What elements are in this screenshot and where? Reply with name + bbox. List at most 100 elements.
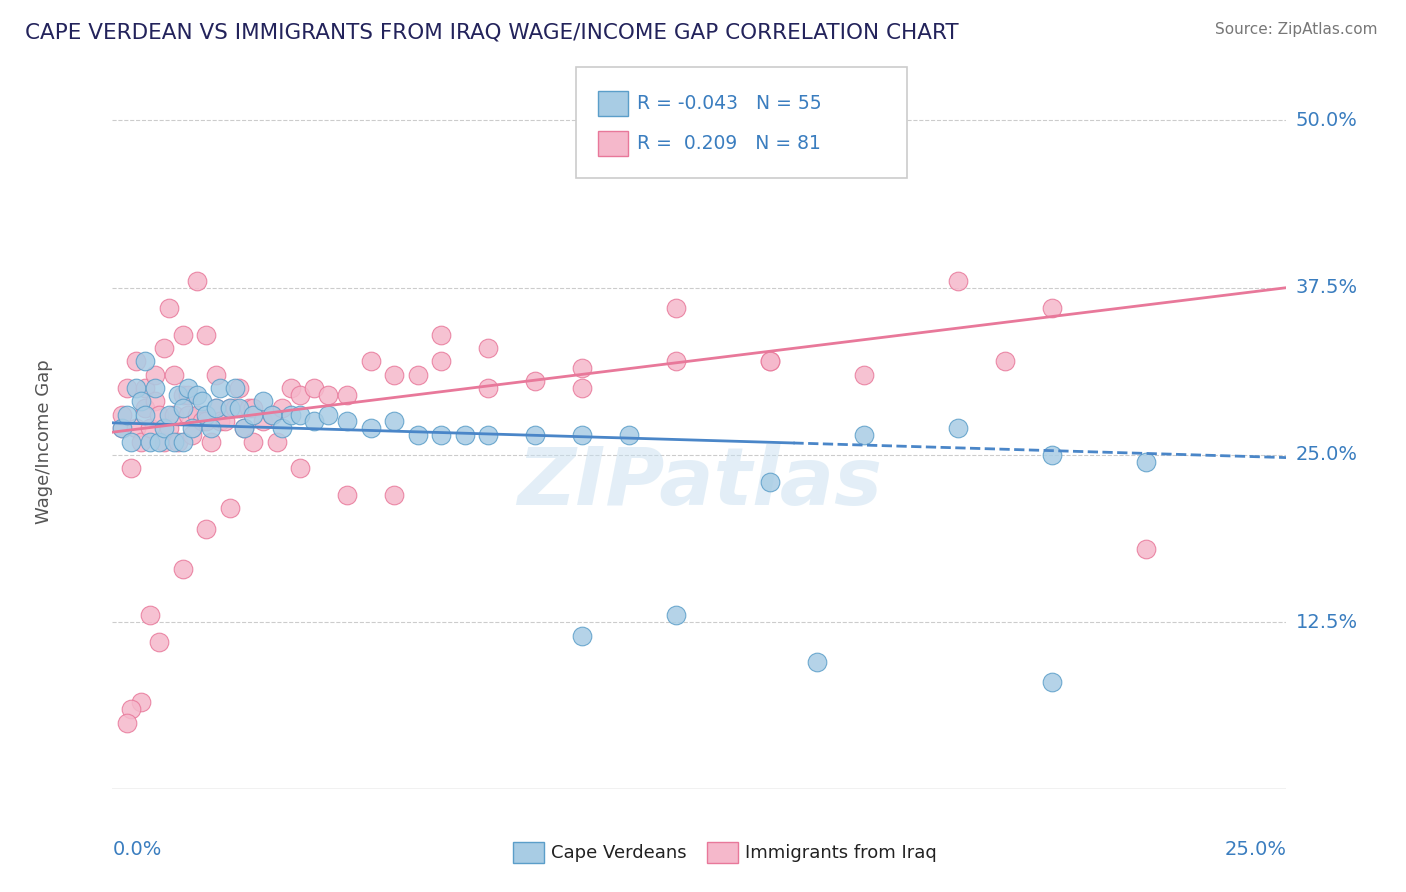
Point xyxy=(280,381,302,395)
Point xyxy=(129,434,152,449)
Point xyxy=(167,434,190,449)
Point xyxy=(280,408,302,422)
Point xyxy=(172,434,194,449)
Point xyxy=(336,388,359,402)
Point xyxy=(172,562,194,576)
Point xyxy=(665,608,688,623)
Point xyxy=(228,401,250,416)
Point xyxy=(1040,301,1063,315)
Point xyxy=(214,414,236,429)
Point xyxy=(115,715,138,730)
Point xyxy=(430,354,453,368)
Point xyxy=(219,401,242,416)
Point xyxy=(129,394,152,409)
Point xyxy=(994,354,1017,368)
Point xyxy=(233,421,256,435)
Point xyxy=(1135,541,1157,556)
Point xyxy=(125,421,148,435)
Point xyxy=(186,274,208,288)
Text: Cape Verdeans: Cape Verdeans xyxy=(551,844,686,862)
Point xyxy=(120,434,142,449)
Point xyxy=(162,434,184,449)
Point xyxy=(806,655,828,669)
Point xyxy=(200,434,222,449)
Point xyxy=(139,434,162,449)
Point xyxy=(571,361,593,376)
Point xyxy=(157,421,180,435)
Point xyxy=(209,414,232,429)
Point xyxy=(290,388,312,402)
Point xyxy=(759,475,782,489)
Point xyxy=(224,401,246,416)
Point xyxy=(233,421,256,435)
Point xyxy=(571,381,593,395)
Point xyxy=(665,301,688,315)
Point xyxy=(318,408,340,422)
Point xyxy=(262,408,284,422)
Point xyxy=(129,696,152,710)
Point xyxy=(852,428,875,442)
Point xyxy=(172,388,194,402)
Point xyxy=(242,434,264,449)
Point xyxy=(1040,675,1063,690)
Point xyxy=(382,488,405,502)
Point xyxy=(111,421,134,435)
Text: CAPE VERDEAN VS IMMIGRANTS FROM IRAQ WAGE/INCOME GAP CORRELATION CHART: CAPE VERDEAN VS IMMIGRANTS FROM IRAQ WAG… xyxy=(25,22,959,42)
Point xyxy=(115,408,138,422)
Point xyxy=(134,381,156,395)
Point xyxy=(157,408,180,422)
Point xyxy=(134,408,156,422)
Point xyxy=(262,408,284,422)
Text: Immigrants from Iraq: Immigrants from Iraq xyxy=(745,844,936,862)
Point xyxy=(176,388,198,402)
Point xyxy=(186,388,208,402)
Point xyxy=(153,341,176,355)
Point xyxy=(228,381,250,395)
Point xyxy=(1040,448,1063,462)
Point xyxy=(336,488,359,502)
Point xyxy=(209,381,232,395)
Point xyxy=(242,408,264,422)
Point xyxy=(195,327,218,342)
Point xyxy=(162,368,184,382)
Point xyxy=(304,414,326,429)
Point xyxy=(360,421,382,435)
Point xyxy=(186,408,208,422)
Text: Source: ZipAtlas.com: Source: ZipAtlas.com xyxy=(1215,22,1378,37)
Point xyxy=(157,301,180,315)
Point xyxy=(242,401,264,416)
Point xyxy=(290,461,312,475)
Point xyxy=(252,394,274,409)
Point xyxy=(167,388,190,402)
Point xyxy=(148,408,170,422)
Point xyxy=(946,421,969,435)
Text: 37.5%: 37.5% xyxy=(1296,278,1358,297)
Point xyxy=(524,375,547,389)
Point xyxy=(336,414,359,429)
Point xyxy=(195,408,218,422)
Point xyxy=(406,428,429,442)
Text: 0.0%: 0.0% xyxy=(112,839,162,858)
Text: 50.0%: 50.0% xyxy=(1296,111,1358,130)
Point xyxy=(176,381,198,395)
Point xyxy=(148,434,170,449)
Point xyxy=(453,428,475,442)
Point xyxy=(318,388,340,402)
Text: R = -0.043   N = 55: R = -0.043 N = 55 xyxy=(637,94,821,113)
Point xyxy=(477,381,499,395)
Point xyxy=(204,368,226,382)
Text: ZIPatlas: ZIPatlas xyxy=(517,444,882,523)
Point xyxy=(172,327,194,342)
Text: 25.0%: 25.0% xyxy=(1296,445,1358,465)
Point xyxy=(120,461,142,475)
Point xyxy=(153,421,176,435)
Point xyxy=(115,381,138,395)
Text: 25.0%: 25.0% xyxy=(1225,839,1286,858)
Text: R =  0.209   N = 81: R = 0.209 N = 81 xyxy=(637,134,821,153)
Text: 12.5%: 12.5% xyxy=(1296,613,1358,632)
Point xyxy=(143,381,166,395)
Point xyxy=(181,421,204,435)
Point xyxy=(617,428,640,442)
Point xyxy=(477,341,499,355)
Point xyxy=(219,401,242,416)
